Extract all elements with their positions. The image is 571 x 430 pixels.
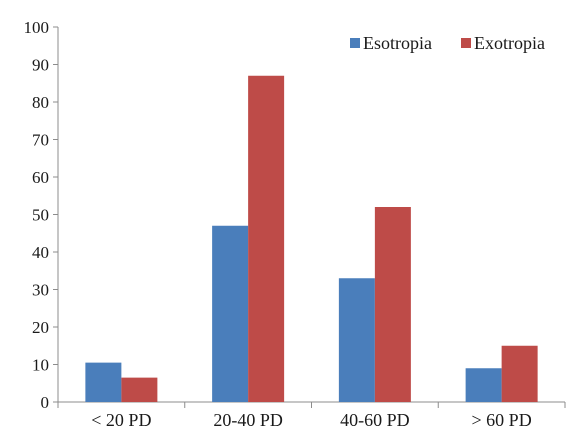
legend-label: Esotropia <box>363 33 432 53</box>
bar-esotropia <box>465 368 502 402</box>
bar-exotropia <box>121 377 158 402</box>
bar-exotropia <box>374 207 411 402</box>
y-axis: 0 10 20 30 40 50 60 70 80 90 100 <box>24 18 59 412</box>
x-tick-label: 40-60 PD <box>340 410 410 430</box>
legend-swatch <box>350 38 360 48</box>
y-tick-label: 50 <box>32 206 49 225</box>
y-tick-label: 10 <box>32 356 49 375</box>
bar-exotropia <box>248 75 285 402</box>
y-tick-label: 80 <box>32 93 49 112</box>
legend: Esotropia Exotropia <box>350 33 545 53</box>
y-tick-label: 40 <box>32 243 49 262</box>
x-tick-label: 20-40 PD <box>213 410 283 430</box>
legend-swatch <box>461 38 471 48</box>
bar-exotropia <box>501 345 538 402</box>
bar-esotropia <box>338 278 375 402</box>
y-tick-label: 90 <box>32 56 49 75</box>
y-tick-label: 100 <box>24 18 50 37</box>
y-tick-label: 30 <box>32 281 49 300</box>
bars <box>85 75 538 402</box>
bar-esotropia <box>85 362 122 402</box>
y-tick-label: 60 <box>32 168 49 187</box>
legend-label: Exotropia <box>474 33 545 53</box>
x-tick-label: > 60 PD <box>472 410 532 430</box>
y-tick-label: 20 <box>32 318 49 337</box>
x-axis: < 20 PD 20-40 PD 40-60 PD > 60 PD <box>57 401 566 430</box>
y-tick-label: 70 <box>32 131 49 150</box>
y-tick-label: 0 <box>41 393 50 412</box>
x-tick-label: < 20 PD <box>91 410 151 430</box>
bar-esotropia <box>212 225 249 402</box>
